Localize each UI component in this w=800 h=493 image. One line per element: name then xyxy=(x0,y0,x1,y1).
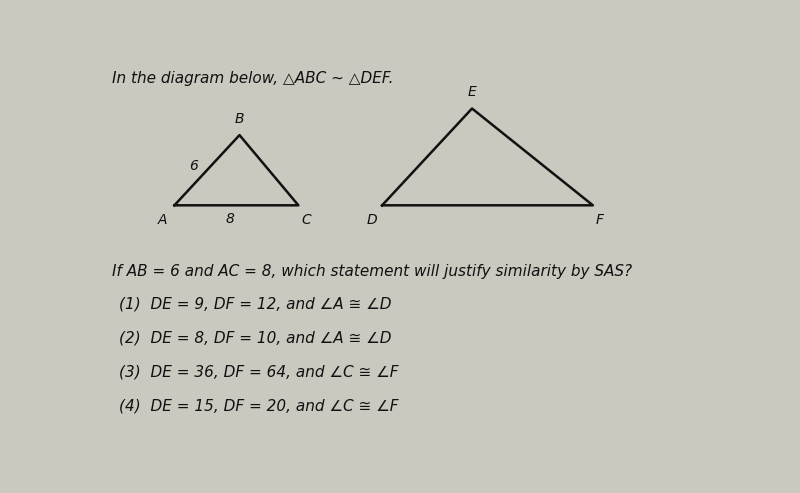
Text: D: D xyxy=(366,213,377,227)
Text: B: B xyxy=(234,111,244,126)
Text: F: F xyxy=(596,213,604,227)
Text: 6: 6 xyxy=(189,159,198,173)
Text: (4)  DE = 15, DF = 20, and ∠C ≅ ∠F: (4) DE = 15, DF = 20, and ∠C ≅ ∠F xyxy=(118,399,398,414)
Text: 8: 8 xyxy=(226,212,234,226)
Text: A: A xyxy=(158,213,166,227)
Text: In the diagram below, △ABC ~ △DEF.: In the diagram below, △ABC ~ △DEF. xyxy=(112,70,394,86)
Text: E: E xyxy=(468,85,476,99)
Text: (3)  DE = 36, DF = 64, and ∠C ≅ ∠F: (3) DE = 36, DF = 64, and ∠C ≅ ∠F xyxy=(118,365,398,380)
Text: If AB = 6 and AC = 8, which statement will justify similarity by SAS?: If AB = 6 and AC = 8, which statement wi… xyxy=(112,264,633,279)
Text: C: C xyxy=(302,213,311,227)
Text: (2)  DE = 8, DF = 10, and ∠A ≅ ∠D: (2) DE = 8, DF = 10, and ∠A ≅ ∠D xyxy=(118,331,391,346)
Text: (1)  DE = 9, DF = 12, and ∠A ≅ ∠D: (1) DE = 9, DF = 12, and ∠A ≅ ∠D xyxy=(118,296,391,312)
